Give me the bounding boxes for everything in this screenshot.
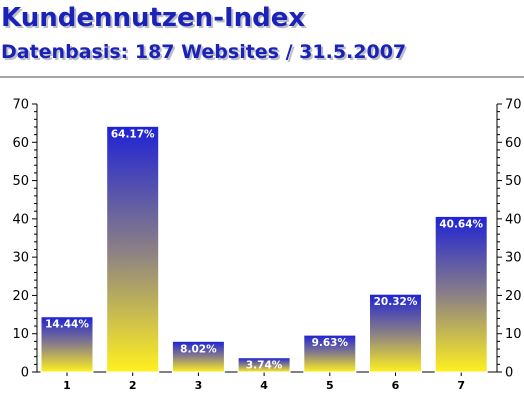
y-tick-label-left: 10 [12,327,29,342]
data-label-1: 14.44% [45,319,89,331]
y-tick-label-left: 50 [12,174,29,189]
bar-7 [434,215,488,373]
x-tick-label-1: 1 [63,379,71,392]
y-tick-label-left: 20 [12,289,29,304]
x-tick-label-5: 5 [326,379,334,392]
x-tick-label-6: 6 [392,379,400,392]
y-tick-label-left: 60 [12,136,29,151]
chart-axes [32,103,502,376]
bar-1 [40,316,94,373]
y-tick-label-left: 0 [21,366,29,381]
chart-title: Kundennutzen-Index [1,3,305,33]
data-label-4: 3.74% [246,360,283,372]
x-tick-label-2: 2 [129,379,137,392]
chart-subtitle: Datenbasis: 187 Websites / 31.5.2007 [1,41,406,63]
y-tick-label-right: 30 [505,251,522,266]
chart-labels: 0 0 10 10 20 20 30 30 40 40 50 50 60 60 70 70 14.44% 1 64.… [12,98,521,393]
x-tick-label-4: 4 [260,379,268,392]
chart-bars [40,125,488,373]
data-label-5: 9.63% [312,337,349,349]
x-tick-label-3: 3 [195,379,203,392]
bar-5 [303,334,357,373]
y-tick-label-left: 30 [12,251,29,266]
y-tick-label-right: 50 [505,174,522,189]
bar-3 [171,340,225,373]
bar-6 [369,293,422,373]
y-tick-label-right: 20 [505,289,522,304]
x-tick-label-7: 7 [457,379,465,392]
y-tick-label-left: 40 [12,212,29,227]
y-tick-label-right: 0 [505,366,513,381]
data-label-3: 8.02% [180,343,217,355]
bar-4 [237,357,291,373]
y-tick-label-right: 60 [505,136,522,151]
chart-title-shadow: Kundennutzen-Index [3,5,307,35]
chart-subtitle-shadow: Datenbasis: 187 Websites / 31.5.2007 [3,43,408,65]
y-tick-label-right: 70 [505,98,522,113]
y-tick-label-right: 10 [505,327,522,342]
data-label-6: 20.32% [374,296,418,308]
data-label-2: 64.17% [111,128,155,140]
bar-2 [106,125,160,373]
y-tick-label-right: 40 [505,212,522,227]
y-tick-label-left: 70 [12,98,29,113]
data-label-7: 40.64% [439,218,483,230]
